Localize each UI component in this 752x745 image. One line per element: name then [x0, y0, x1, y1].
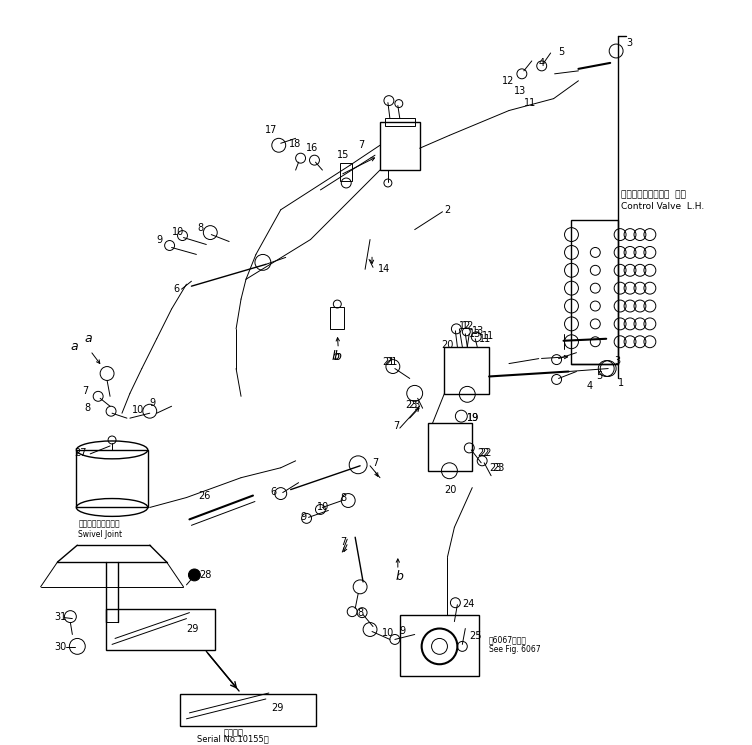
Text: 28: 28 — [199, 570, 212, 580]
Text: スイベルジョイント: スイベルジョイント — [78, 520, 120, 529]
Text: 22: 22 — [479, 448, 492, 458]
Text: 7: 7 — [82, 387, 89, 396]
Text: Control Valve  L.H.: Control Valve L.H. — [621, 203, 705, 212]
Bar — [428, 423, 472, 471]
Text: 23: 23 — [408, 400, 420, 410]
Text: 前6067図参照: 前6067図参照 — [489, 635, 527, 644]
Text: 5: 5 — [559, 47, 565, 57]
Text: 7: 7 — [393, 421, 399, 431]
Bar — [340, 163, 352, 181]
Text: 10: 10 — [317, 502, 329, 513]
Text: 29: 29 — [271, 703, 284, 713]
Text: 6: 6 — [271, 486, 277, 497]
Text: b: b — [396, 571, 404, 583]
Circle shape — [189, 569, 200, 581]
Text: 24: 24 — [462, 599, 475, 609]
Text: b: b — [333, 350, 341, 363]
Text: 21: 21 — [385, 357, 397, 367]
Text: 12: 12 — [502, 76, 514, 86]
Text: 10: 10 — [132, 405, 144, 415]
Text: Serial No.10155～: Serial No.10155～ — [197, 734, 269, 744]
Text: コントロールバルブ  左側: コントロールバルブ 左側 — [621, 191, 686, 200]
Text: 18: 18 — [289, 139, 301, 149]
Text: 9: 9 — [156, 235, 163, 244]
Text: 12: 12 — [462, 321, 475, 331]
Text: a: a — [71, 340, 78, 353]
Text: 19: 19 — [467, 413, 480, 423]
Text: 13: 13 — [514, 86, 526, 95]
Text: 2: 2 — [444, 205, 450, 215]
Text: 10: 10 — [171, 226, 183, 237]
Bar — [400, 615, 479, 676]
Text: 21: 21 — [382, 357, 394, 367]
Text: 17: 17 — [265, 125, 277, 136]
Text: 7: 7 — [372, 458, 378, 468]
Text: 6: 6 — [174, 284, 180, 294]
Bar — [380, 122, 420, 170]
Bar — [106, 609, 215, 650]
Text: 14: 14 — [378, 264, 390, 274]
Text: 8: 8 — [357, 608, 363, 618]
Text: 4: 4 — [587, 381, 593, 391]
Bar — [330, 307, 344, 329]
Text: 29: 29 — [186, 624, 199, 633]
Text: 23: 23 — [492, 463, 505, 473]
Text: 12: 12 — [459, 321, 472, 331]
Text: 11: 11 — [482, 331, 494, 340]
Text: See Fig. 6067: See Fig. 6067 — [489, 645, 541, 654]
Text: 9: 9 — [400, 626, 406, 635]
Text: 9: 9 — [150, 399, 156, 408]
Text: 11: 11 — [479, 334, 492, 343]
Text: b: b — [332, 350, 339, 363]
Text: 8: 8 — [197, 223, 204, 232]
Text: 4: 4 — [538, 58, 545, 68]
Text: 3: 3 — [626, 38, 632, 48]
Text: 20: 20 — [441, 340, 454, 349]
Bar — [76, 450, 148, 507]
Bar — [385, 118, 414, 127]
Text: 5: 5 — [596, 372, 602, 381]
Text: 31: 31 — [54, 612, 67, 621]
Text: 20: 20 — [444, 484, 457, 495]
Text: 26: 26 — [199, 490, 211, 501]
Text: 13: 13 — [469, 329, 481, 339]
Text: 11: 11 — [524, 98, 536, 107]
Text: 8: 8 — [340, 492, 347, 503]
Text: Swivel Joint: Swivel Joint — [78, 530, 123, 539]
Text: 9: 9 — [301, 513, 307, 522]
Text: 30: 30 — [54, 642, 67, 653]
Text: 3: 3 — [614, 355, 620, 366]
Text: 23: 23 — [405, 400, 417, 410]
Text: 27: 27 — [74, 448, 86, 458]
Text: 7: 7 — [340, 537, 347, 547]
Bar — [572, 220, 618, 364]
Text: 1: 1 — [618, 378, 624, 388]
Text: 7: 7 — [358, 140, 365, 150]
Text: 15: 15 — [338, 150, 350, 160]
Text: 19: 19 — [467, 413, 480, 423]
Text: 通用号策: 通用号策 — [223, 728, 243, 738]
Text: 22: 22 — [478, 448, 490, 458]
Text: 10: 10 — [382, 629, 394, 638]
Bar — [444, 346, 489, 394]
Bar — [180, 694, 317, 726]
Text: 25: 25 — [469, 632, 482, 641]
Text: 13: 13 — [472, 326, 484, 336]
Text: 8: 8 — [84, 403, 90, 413]
Text: 23: 23 — [489, 463, 502, 473]
Text: a: a — [84, 332, 92, 345]
Text: 16: 16 — [305, 143, 318, 153]
